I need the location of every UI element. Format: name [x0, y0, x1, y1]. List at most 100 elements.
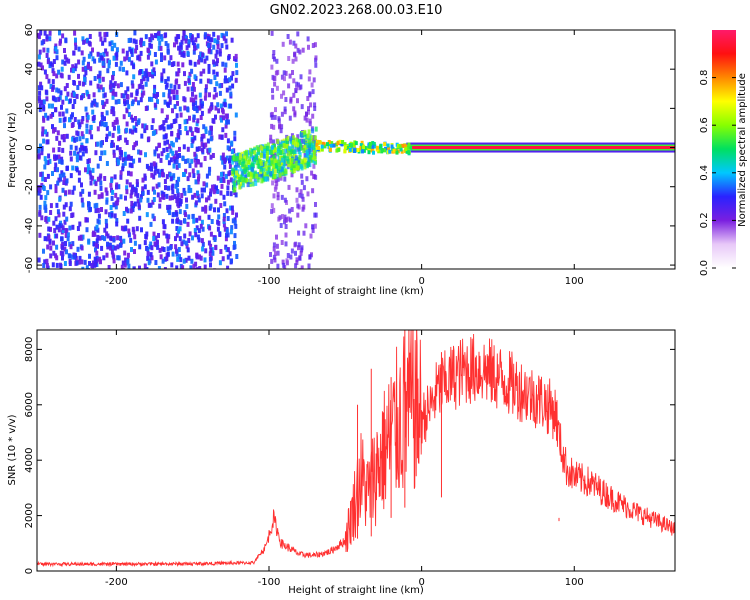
spectrogram-cell	[218, 134, 222, 140]
spectrogram-cell	[295, 257, 299, 263]
spectrogram-cell	[176, 133, 180, 138]
spectrogram-cell	[235, 254, 239, 259]
spectrogram-cell	[229, 177, 233, 183]
spectrogram-cell	[165, 174, 169, 180]
spectrogram-cell	[156, 99, 159, 105]
spectrogram-cell	[390, 144, 394, 149]
spectrogram-cell	[65, 108, 69, 114]
spectrogram-cell	[276, 250, 280, 256]
spectrogram-cell	[217, 207, 220, 213]
spectrogram-cell	[314, 62, 318, 68]
spectrogram-cell	[154, 59, 158, 65]
spectrogram-cell	[118, 135, 122, 141]
spectrogram-cell	[95, 224, 99, 230]
spectrogram-cell	[313, 223, 317, 229]
spectrogram-cell	[313, 212, 317, 218]
spectrogram-cell	[114, 99, 118, 105]
spectrogram-cell	[42, 47, 46, 53]
spectrogram-cell	[215, 81, 219, 87]
spectrogram-cell	[125, 121, 129, 127]
spectrogram-cell	[216, 219, 220, 225]
spectrogram-cell	[183, 119, 187, 125]
spectrogram-cell	[224, 123, 228, 129]
spectrogram-cell	[284, 241, 288, 247]
spectrogram-cell	[109, 245, 113, 251]
spectrogram-cell	[145, 231, 149, 237]
spectrogram-cell	[165, 114, 169, 120]
spectrogram-cell	[205, 55, 209, 61]
spectrogram-cell	[228, 158, 231, 164]
spectrogram-cell	[270, 208, 274, 214]
spectrogram-cell	[308, 69, 312, 75]
spectrogram-cell	[55, 255, 59, 261]
spectrogram-cell	[151, 199, 155, 205]
spectrogram-cell	[73, 66, 77, 72]
spectrogram-cell	[110, 40, 114, 46]
spectrogram-cell	[190, 35, 194, 41]
spectrogram-cell	[298, 192, 302, 198]
spectrogram-cell	[40, 171, 44, 177]
spectrogram-cell	[310, 170, 314, 176]
spectrogram-cell	[348, 147, 352, 152]
spectrogram-cell	[191, 100, 195, 106]
spectrogram-cell	[312, 153, 316, 159]
spectrogram-cell	[204, 92, 208, 98]
spectrogram-cell	[271, 94, 275, 100]
spectrogram-cell	[243, 168, 247, 174]
spectrogram-cell	[368, 144, 372, 149]
spectrogram-cell	[176, 188, 180, 194]
spectrogram-cell	[295, 197, 299, 203]
spectrogram-cell	[275, 85, 279, 91]
spectrogram-cell	[223, 226, 227, 232]
spectrogram-cell	[254, 154, 258, 160]
spectrogram-cell	[270, 145, 274, 150]
spectrogram-cell	[44, 195, 48, 201]
spectrogram-cell	[198, 92, 202, 98]
spectrogram-cell	[226, 190, 230, 196]
spectrogram-cell	[158, 142, 161, 148]
spectrogram-cell	[40, 150, 44, 156]
spectrogram-cell	[167, 88, 171, 94]
spectrogram-cell	[202, 133, 206, 139]
spectrogram-cell	[403, 144, 407, 149]
spectrogram-cell	[155, 33, 159, 39]
spectrogram-cell	[60, 156, 64, 162]
spectrogram-cell	[206, 138, 210, 144]
spectrogram-cell	[180, 241, 184, 247]
spectrogram-cell	[47, 78, 51, 84]
spectrogram-cell	[245, 154, 248, 160]
spectrogram-cell	[177, 163, 181, 169]
spectrogram-cell	[213, 75, 217, 80]
spectrogram-cell	[164, 117, 168, 123]
spectrogram-cell	[175, 265, 179, 269]
spectrogram-cell	[144, 34, 148, 40]
spectrogram-cell	[249, 177, 253, 183]
spectrogram-cell	[213, 38, 217, 44]
spectrogram-cell	[112, 152, 116, 158]
spectrogram-cell	[292, 78, 296, 84]
spectrogram-cell	[106, 58, 110, 64]
spectrogram-cell	[233, 56, 236, 62]
spectrogram-cell	[45, 74, 49, 80]
spectrogram-cell	[230, 37, 234, 43]
spectrogram-cell	[155, 183, 159, 189]
spectrogram-cell	[58, 40, 62, 46]
spectrogram-cell	[175, 232, 179, 238]
spectrogram-cell	[175, 113, 179, 119]
spectrogram-cell	[63, 123, 66, 129]
spectrogram-cell	[43, 259, 47, 265]
spectrogram-cell	[225, 44, 229, 50]
spectrogram-cell	[275, 243, 279, 249]
spectrogram-cell	[226, 78, 230, 84]
spectrogram-cell	[195, 267, 199, 269]
spectrogram-cell	[306, 96, 310, 101]
spectrogram-cell	[291, 168, 295, 174]
spectrogram-cell	[169, 245, 173, 251]
spectrogram-cell	[124, 226, 128, 232]
spectrogram-cell	[45, 53, 49, 58]
spectrogram-cell	[196, 193, 200, 199]
spectrogram-cell	[99, 259, 102, 265]
spectrogram-cell	[167, 234, 171, 240]
spectrogram-cell	[96, 141, 100, 147]
